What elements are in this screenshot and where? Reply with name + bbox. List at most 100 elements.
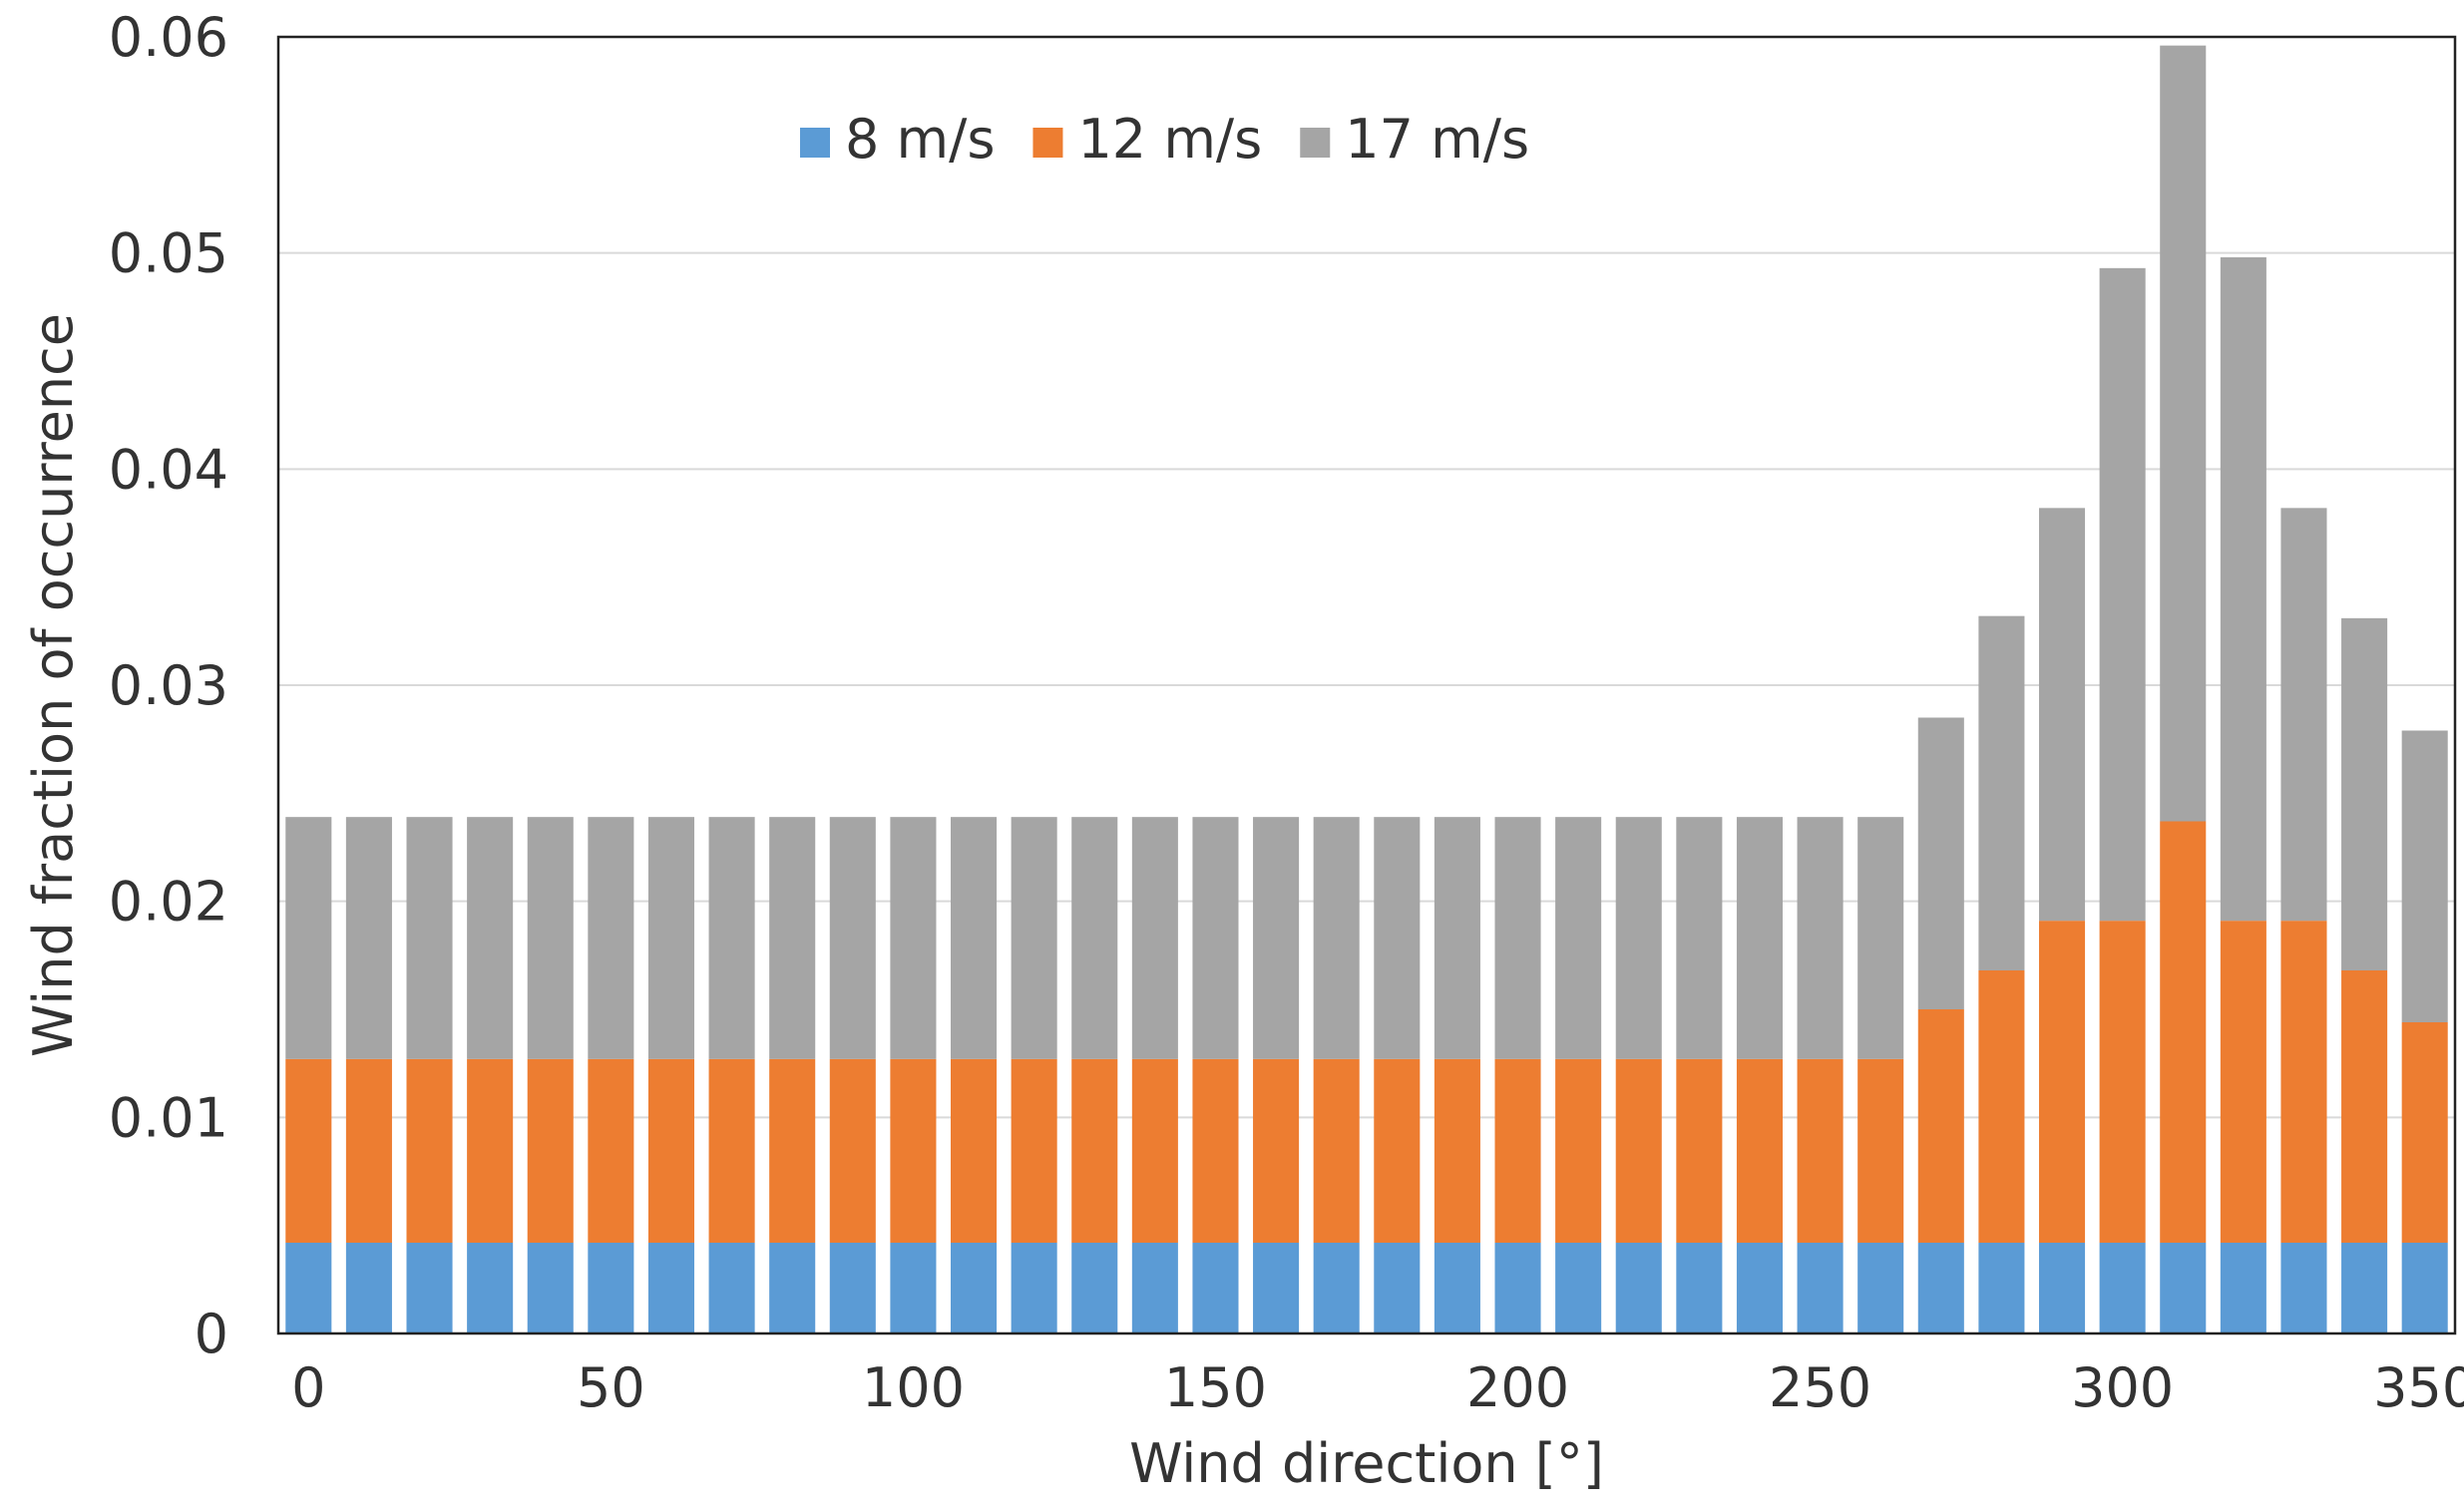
bar-segment xyxy=(1797,817,1844,1059)
bar-segment xyxy=(1797,1058,1844,1243)
bar-segment xyxy=(285,1058,332,1243)
bar-segment xyxy=(2160,821,2207,1243)
bar-segment xyxy=(1071,817,1118,1059)
plot-area-frame xyxy=(276,35,2457,1335)
gridlines xyxy=(278,251,2455,1119)
y-axis-title: Wind fraction of occurrence xyxy=(22,313,85,1057)
bar-segment xyxy=(708,817,755,1059)
bar-segment xyxy=(1555,1058,1602,1243)
bar-segment xyxy=(647,1058,695,1243)
bar-segment xyxy=(2341,617,2388,970)
x-tick-label: 350 xyxy=(2373,1356,2464,1419)
bar-segment xyxy=(1071,1058,1118,1243)
bar-segment xyxy=(1011,1243,1057,1333)
y-axis-ticks: 0 0.01 0.02 0.03 0.04 0.05 0.06 xyxy=(109,6,228,1365)
bar-segment xyxy=(2099,267,2146,922)
bar-segment xyxy=(1253,1058,1300,1243)
bar-segment xyxy=(1011,1058,1057,1243)
y-tick-label: 0.01 xyxy=(109,1086,228,1149)
bar-segment xyxy=(1917,717,1964,1009)
bar-segment xyxy=(406,1058,453,1243)
bar-segment xyxy=(1857,1058,1904,1243)
bar-segment xyxy=(285,817,332,1059)
bar-segment xyxy=(588,1243,634,1333)
x-tick-label: 300 xyxy=(2071,1356,2174,1419)
bar-segment xyxy=(1978,1243,2025,1333)
x-tick-label: 200 xyxy=(1466,1356,1569,1419)
bar-segment xyxy=(1857,1243,1904,1333)
bar-segment xyxy=(527,817,574,1059)
x-tick-label: 250 xyxy=(1769,1356,1871,1419)
bar-segment xyxy=(527,1243,574,1333)
x-tick-label: 0 xyxy=(291,1356,325,1419)
bar-segment xyxy=(588,1058,634,1243)
bar-segment xyxy=(406,817,453,1059)
bar-segment xyxy=(1011,817,1057,1059)
bar-segment xyxy=(769,1243,816,1333)
bar-segment xyxy=(527,1058,574,1243)
bar-segment xyxy=(2038,1243,2086,1333)
bar-segment xyxy=(1857,817,1904,1059)
bar-segment xyxy=(829,1058,876,1243)
bar-segment xyxy=(1313,1058,1360,1243)
bar-segment xyxy=(467,1243,514,1333)
y-tick-label: 0.06 xyxy=(109,6,228,69)
x-tick-label: 100 xyxy=(862,1356,965,1419)
bar-segment xyxy=(1192,817,1239,1059)
bar-segment xyxy=(1555,817,1602,1059)
y-tick-label: 0.02 xyxy=(109,871,228,934)
bar-segment xyxy=(2401,1243,2448,1333)
bar-segment xyxy=(588,817,634,1059)
bar-segment xyxy=(2038,508,2086,922)
bar-segment xyxy=(1131,817,1178,1059)
bar-segment xyxy=(2220,257,2266,922)
legend-label: 17 m/s xyxy=(1345,108,1529,171)
bar-segment xyxy=(1917,1009,1964,1243)
bar-segment xyxy=(1917,1243,1964,1333)
bar-segment xyxy=(1978,970,2025,1243)
legend-label: 12 m/s xyxy=(1077,108,1262,171)
bar-segment xyxy=(2099,921,2146,1243)
legend: 8 m/s 12 m/s 17 m/s xyxy=(800,108,1529,171)
bar-segment xyxy=(1676,1058,1723,1243)
y-tick-label: 0.04 xyxy=(109,438,228,501)
bar-segment xyxy=(2341,970,2388,1243)
bar-segment xyxy=(1313,1243,1360,1333)
bar-segment xyxy=(1494,817,1541,1059)
legend-swatch xyxy=(1300,128,1331,158)
bar-segment xyxy=(1253,1243,1300,1333)
bar-segment xyxy=(1615,817,1662,1059)
bar-segment xyxy=(1676,1243,1723,1333)
bar-segment xyxy=(1434,817,1480,1059)
bar-segment xyxy=(345,1058,392,1243)
bar-segment xyxy=(1494,1058,1541,1243)
bar-segment xyxy=(1797,1243,1844,1333)
bar-segment xyxy=(1615,1243,1662,1333)
bar-segment xyxy=(2099,1243,2146,1333)
bar-segment xyxy=(345,817,392,1059)
bar-segment xyxy=(769,817,816,1059)
x-axis-ticks: 0 50 100 150 200 250 300 350 xyxy=(291,1356,2464,1419)
bar-segment xyxy=(2401,1022,2448,1243)
bar-segment xyxy=(1615,1058,1662,1243)
legend-swatch xyxy=(800,128,830,158)
bar-segment xyxy=(829,1243,876,1333)
bar-segment xyxy=(1131,1243,1178,1333)
bar-segment xyxy=(708,1058,755,1243)
bar-segment xyxy=(2220,1243,2266,1333)
bar-segment xyxy=(2341,1243,2388,1333)
bar-segment xyxy=(708,1243,755,1333)
bar-segment xyxy=(1192,1058,1239,1243)
bars xyxy=(285,45,2448,1333)
x-axis-title: Wind direction [°] xyxy=(1129,1432,1604,1495)
bar-segment xyxy=(285,1243,332,1333)
bar-segment xyxy=(1313,817,1360,1059)
bar-segment xyxy=(769,1058,816,1243)
bar-segment xyxy=(950,817,998,1059)
bar-segment xyxy=(406,1243,453,1333)
bar-segment xyxy=(829,817,876,1059)
bar-segment xyxy=(1736,1243,1784,1333)
bar-segment xyxy=(467,817,514,1059)
